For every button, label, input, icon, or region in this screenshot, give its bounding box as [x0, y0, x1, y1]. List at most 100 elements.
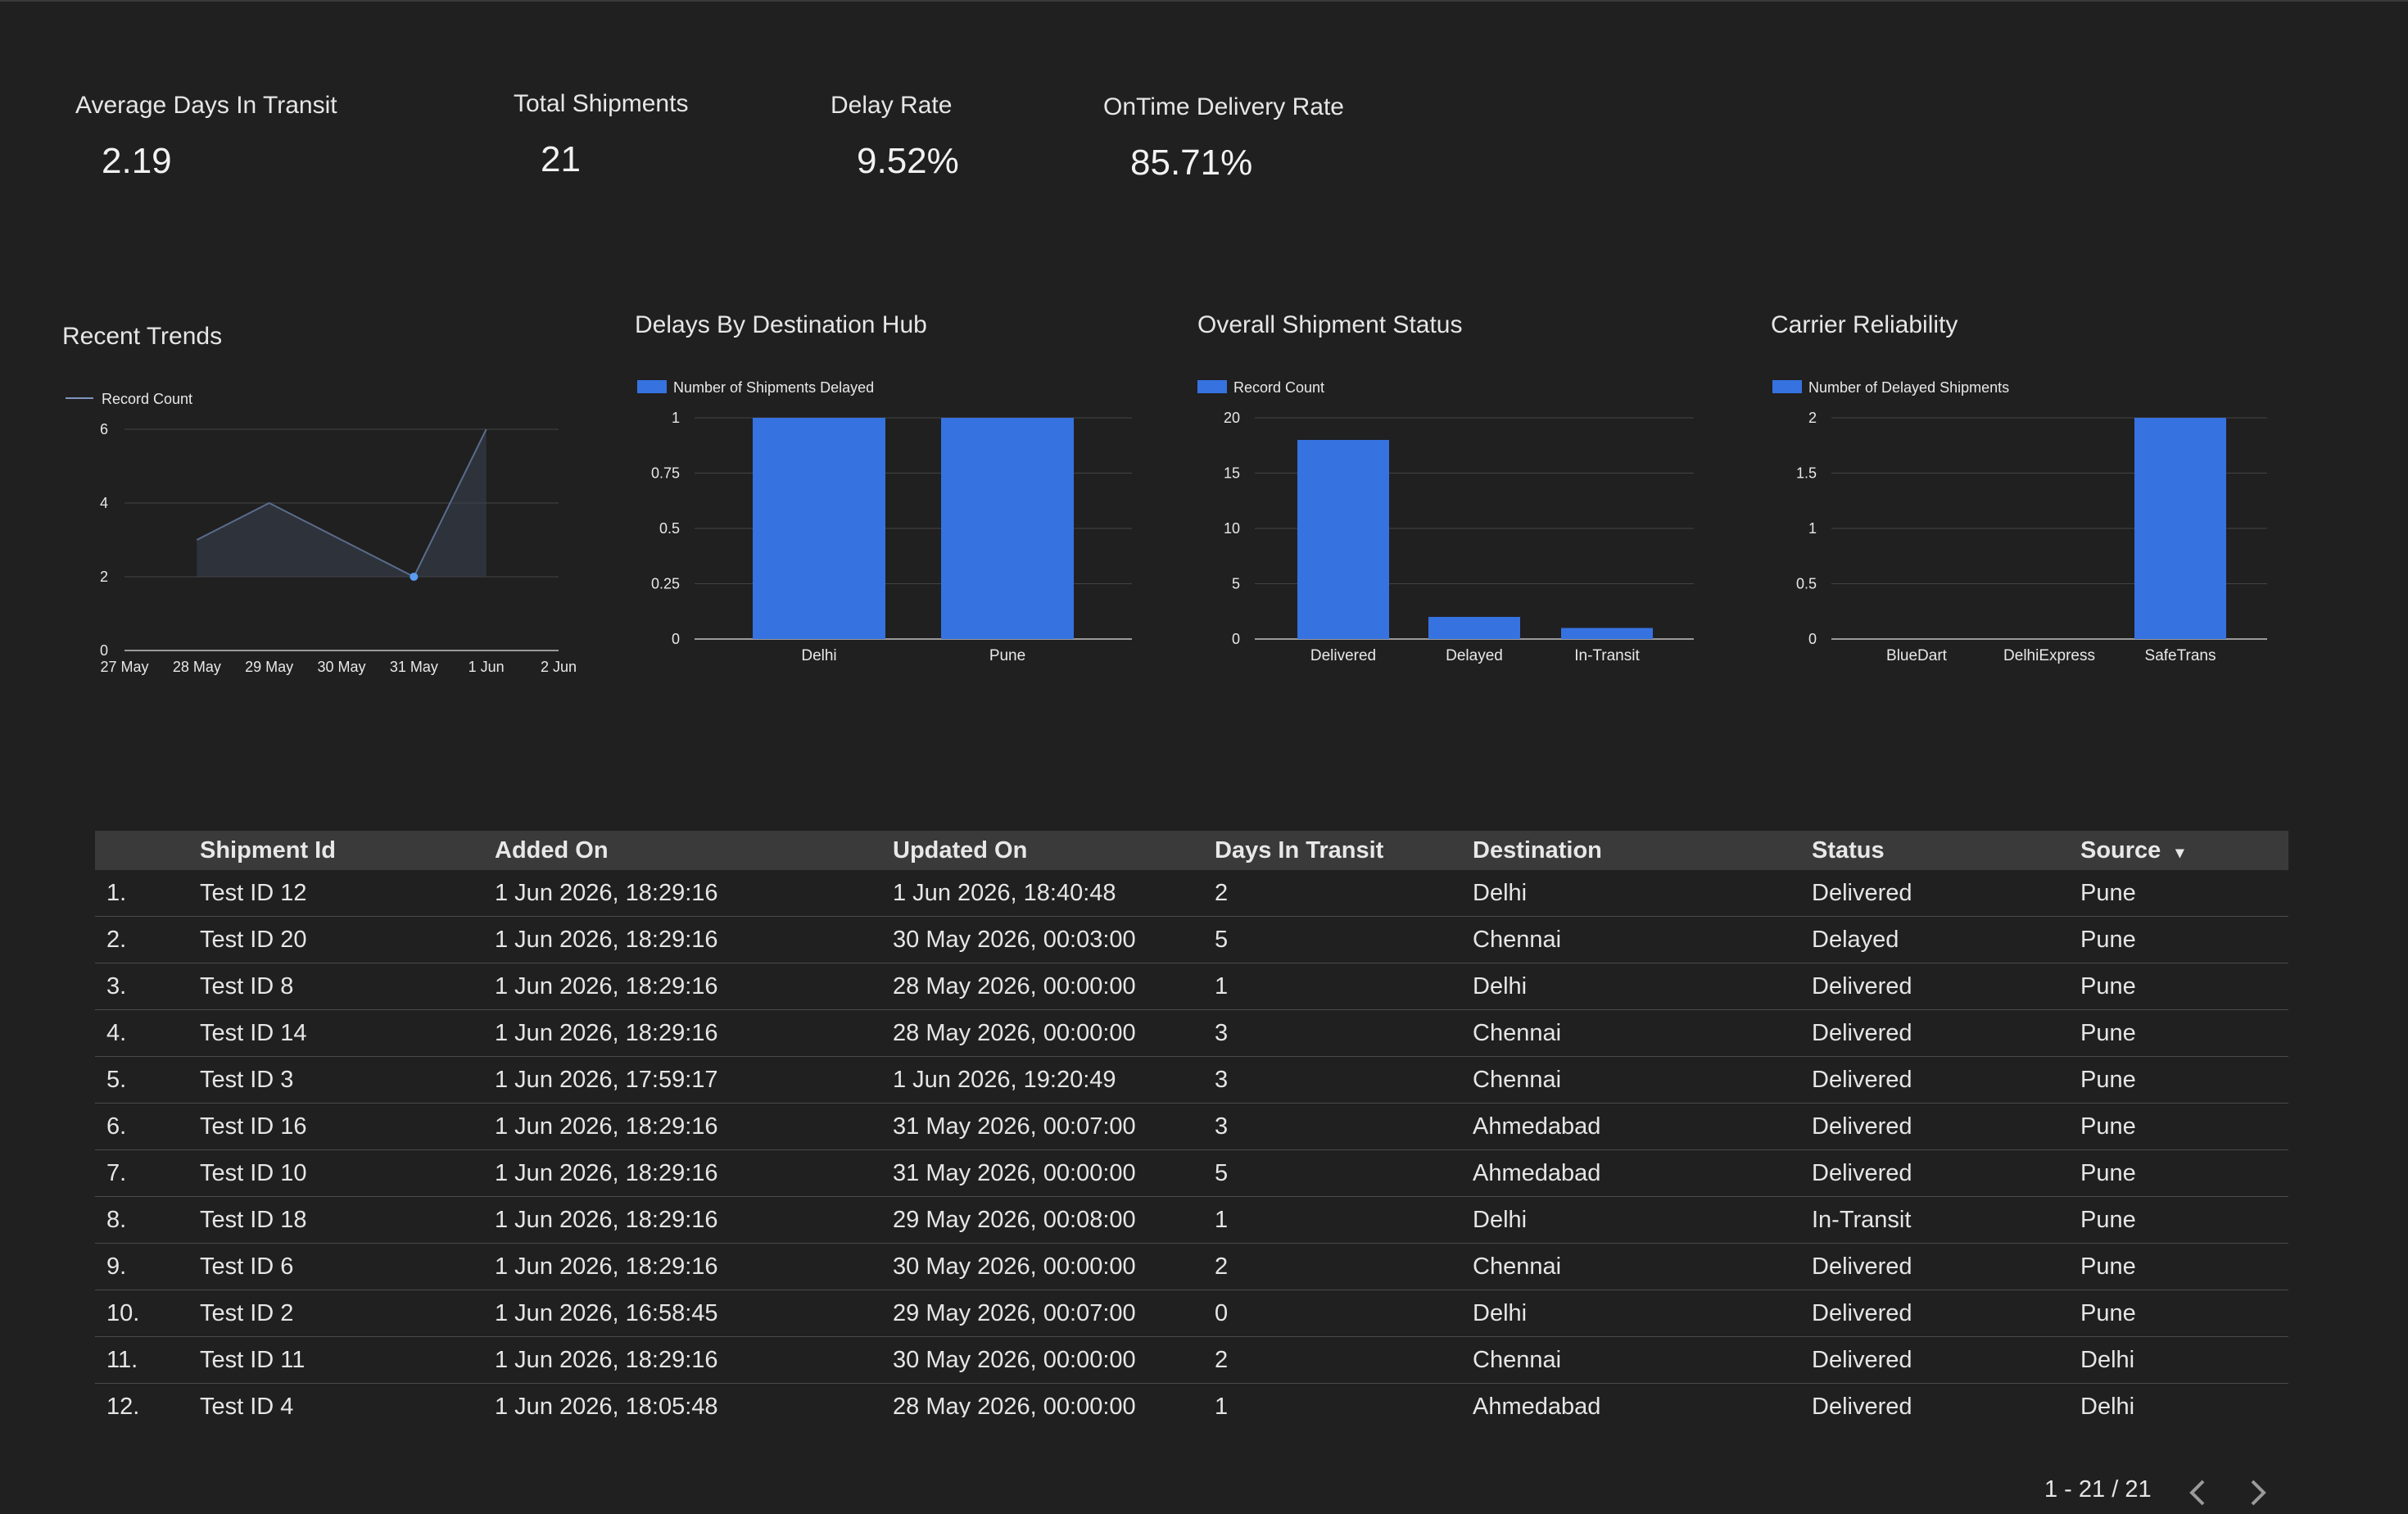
cell-updated-on: 29 May 2026, 00:08:00: [893, 1196, 1215, 1244]
col-header-days-in-transit[interactable]: Days In Transit: [1215, 831, 1473, 870]
col-header-added-on[interactable]: Added On: [495, 831, 893, 870]
x-tick-label: 1 Jun: [468, 659, 505, 675]
cell-destination: Ahmedabad: [1473, 1103, 1812, 1150]
y-tick-label: 5: [1232, 576, 1240, 592]
y-tick-label: 15: [1224, 465, 1240, 482]
kpi-label: Total Shipments: [514, 90, 689, 117]
cell-destination: Delhi: [1473, 963, 1812, 1010]
cell-added-on: 1 Jun 2026, 18:29:16: [495, 1149, 893, 1197]
y-tick-label: 0: [100, 642, 108, 659]
col-header-updated-on[interactable]: Updated On: [893, 831, 1215, 870]
cell-status: Delivered: [1812, 1103, 2080, 1150]
cell-shipment-id: Test ID 14: [200, 1009, 495, 1057]
chart-carrier-reliability[interactable]: Carrier Reliability: [1771, 311, 1958, 339]
chevron-left-icon: [2189, 1480, 2205, 1506]
kpi-delay-rate[interactable]: Delay Rate 9.52%: [831, 92, 959, 182]
x-tick-label: 2 Jun: [541, 659, 577, 675]
cell-added-on: 1 Jun 2026, 18:29:16: [495, 870, 893, 917]
col-header-destination[interactable]: Destination: [1473, 831, 1812, 870]
bar: [753, 418, 885, 639]
cell-source: Pune: [2080, 1290, 2288, 1337]
chevron-right-icon: [2251, 1480, 2266, 1506]
chart-delays-by-hub[interactable]: Delays By Destination Hub: [635, 311, 927, 339]
cell-added-on: 1 Jun 2026, 18:05:48: [495, 1383, 893, 1417]
cell-shipment-id: Test ID 11: [200, 1336, 495, 1384]
cell-row-index: 7.: [95, 1149, 200, 1197]
cell-days-in-transit: 1: [1215, 1196, 1473, 1244]
cell-source: Pune: [2080, 1149, 2288, 1197]
area-fill: [197, 429, 487, 577]
cell-days-in-transit: 5: [1215, 1149, 1473, 1197]
table-row[interactable]: 11. Test ID 11 1 Jun 2026, 18:29:16 30 May …: [95, 1336, 2288, 1384]
cell-days-in-transit: 2: [1215, 870, 1473, 917]
y-tick-label: 1: [672, 410, 680, 426]
col-header-status[interactable]: Status: [1812, 831, 2080, 870]
cell-updated-on: 30 May 2026, 00:00:00: [893, 1243, 1215, 1290]
shipments-table: Shipment Id Added On Updated On Days In …: [95, 831, 2288, 1417]
table-row[interactable]: 7. Test ID 10 1 Jun 2026, 18:29:16 31 May 2…: [95, 1149, 2288, 1197]
col-header-source[interactable]: Source ▾: [2080, 831, 2288, 870]
cell-row-index: 6.: [95, 1103, 200, 1150]
chart-recent-trends[interactable]: Recent Trends: [62, 323, 222, 351]
cell-status: Delivered: [1812, 1243, 2080, 1290]
cell-destination: Chennai: [1473, 1009, 1812, 1057]
cell-status: In-Transit: [1812, 1196, 2080, 1244]
table-row[interactable]: 4. Test ID 14 1 Jun 2026, 18:29:16 28 May 2…: [95, 1009, 2288, 1057]
x-tick-label: 30 May: [317, 659, 365, 675]
y-tick-label: 1: [1808, 520, 1817, 537]
cell-shipment-id: Test ID 18: [200, 1196, 495, 1244]
x-tick-label: Delayed: [1446, 647, 1503, 664]
next-page-button[interactable]: [2244, 1476, 2270, 1514]
cell-status: Delivered: [1812, 1149, 2080, 1197]
table-row[interactable]: 2. Test ID 20 1 Jun 2026, 18:29:16 30 May 2…: [95, 916, 2288, 963]
cell-destination: Chennai: [1473, 1056, 1812, 1104]
legend-swatch: [1197, 380, 1227, 393]
bar-chart-delays: Number of Shipments Delayed 0 0.25 0.5 0.75 1…: [637, 379, 1132, 664]
cell-updated-on: 28 May 2026, 00:00:00: [893, 1009, 1215, 1057]
table-row[interactable]: 8. Test ID 18 1 Jun 2026, 18:29:16 29 May 2…: [95, 1196, 2288, 1244]
legend-label: Number of Delayed Shipments: [1808, 379, 2009, 396]
cell-destination: Delhi: [1473, 1290, 1812, 1337]
cell-row-index: 9.: [95, 1243, 200, 1290]
cell-days-in-transit: 0: [1215, 1290, 1473, 1337]
legend-label: Number of Shipments Delayed: [673, 379, 874, 396]
kpi-total-shipments[interactable]: Total Shipments 21: [514, 90, 688, 180]
x-tick-label: BlueDart: [1886, 647, 1948, 664]
y-tick-label: 0.5: [1796, 576, 1817, 592]
kpi-ontime-rate[interactable]: OnTime Delivery Rate 85.71%: [1103, 93, 1344, 184]
cell-updated-on: 31 May 2026, 00:00:00: [893, 1149, 1215, 1197]
bar: [1561, 628, 1653, 639]
y-tick-label: 1.5: [1796, 465, 1817, 482]
x-tick-label: 27 May: [100, 659, 148, 675]
x-tick-label: In-Transit: [1574, 647, 1640, 664]
kpi-value: 21: [541, 139, 581, 179]
cell-updated-on: 28 May 2026, 00:00:00: [893, 963, 1215, 1010]
y-tick-label: 2: [100, 569, 108, 585]
x-tick-label: SafeTrans: [2145, 647, 2216, 664]
table-row[interactable]: 1. Test ID 12 1 Jun 2026, 18:29:16 1 Jun 20…: [95, 870, 2288, 917]
legend-label: Record Count: [1233, 379, 1324, 396]
cell-days-in-transit: 2: [1215, 1336, 1473, 1384]
y-tick-label: 0: [672, 631, 680, 647]
chart-shipment-status[interactable]: Overall Shipment Status: [1197, 311, 1462, 339]
bar-chart-carrier: Number of Delayed Shipments 0 0.5 1 1.5 2 Blue…: [1772, 379, 2267, 664]
cell-source: Pune: [2080, 1103, 2288, 1150]
col-header-shipment-id[interactable]: Shipment Id: [200, 831, 495, 870]
x-tick-label: DelhiExpress: [2003, 647, 2095, 664]
cell-added-on: 1 Jun 2026, 18:29:16: [495, 916, 893, 963]
cell-updated-on: 1 Jun 2026, 18:40:48: [893, 870, 1215, 917]
cell-days-in-transit: 3: [1215, 1056, 1473, 1104]
prev-page-button[interactable]: [2185, 1476, 2211, 1514]
cell-updated-on: 31 May 2026, 00:07:00: [893, 1103, 1215, 1150]
cell-days-in-transit: 3: [1215, 1009, 1473, 1057]
table-body-scroll[interactable]: 1. Test ID 12 1 Jun 2026, 18:29:16 1 Jun 20…: [95, 870, 2288, 1417]
cell-updated-on: 29 May 2026, 00:07:00: [893, 1290, 1215, 1337]
kpi-avg-days[interactable]: Average Days In Transit 2.19: [75, 92, 337, 182]
cell-row-index: 10.: [95, 1290, 200, 1337]
table-row[interactable]: 6. Test ID 16 1 Jun 2026, 18:29:16 31 May 2…: [95, 1103, 2288, 1150]
